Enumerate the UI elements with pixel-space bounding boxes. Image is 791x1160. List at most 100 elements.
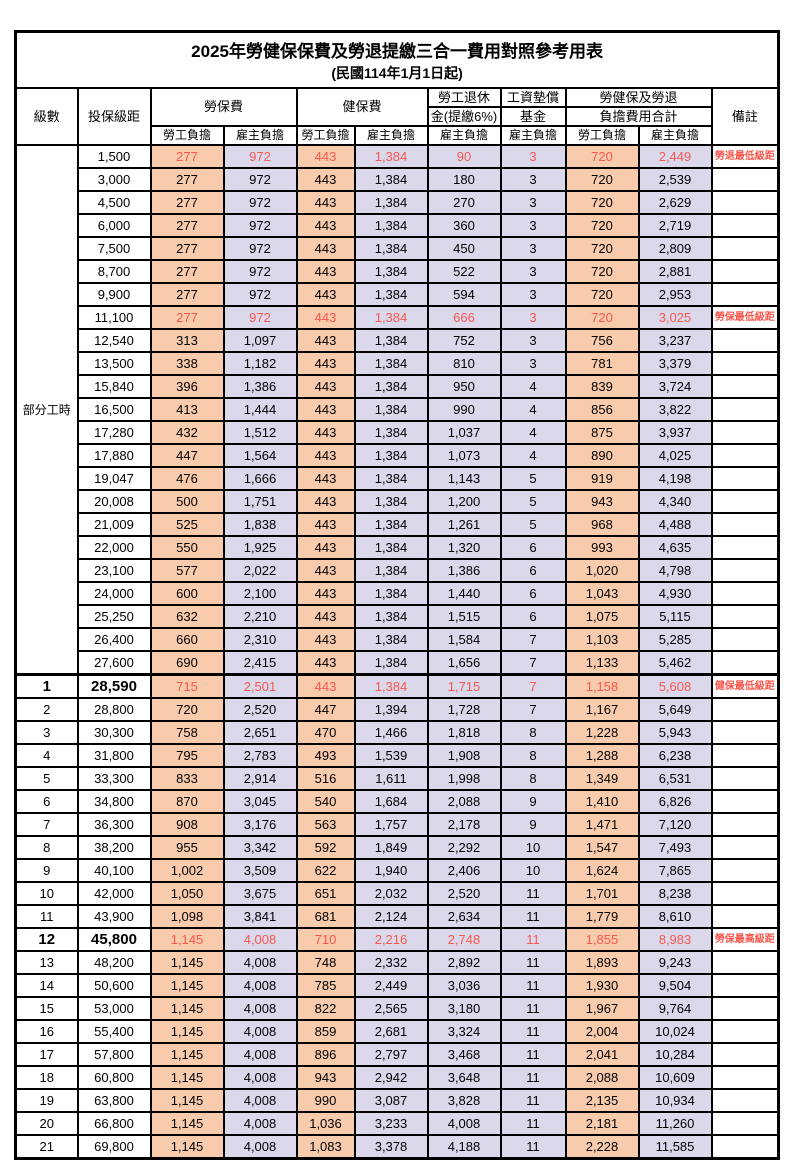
cell-level: 3 <box>14 720 79 745</box>
cell-value: 4,008 <box>222 1088 298 1113</box>
cell-value: 748 <box>295 950 356 975</box>
cell-value: 11 <box>499 904 567 929</box>
cell-salary-bracket: 66,800 <box>76 1111 152 1136</box>
table-title: 2025年勞健保保費及勞退提繳三合一費用對照參考用表 <box>191 42 603 62</box>
cell-value: 277 <box>149 236 225 261</box>
cell-value: 3 <box>499 328 567 353</box>
table-subtitle: (民國114年1月1日起) <box>331 64 463 81</box>
cell-value: 1,384 <box>353 328 429 353</box>
cell-remark <box>710 812 780 837</box>
cell-value: 2,332 <box>353 950 429 975</box>
header-level: 級數 <box>14 87 79 146</box>
cell-value: 8,983 <box>637 927 713 952</box>
cell-value: 720 <box>564 144 640 169</box>
cell-value: 720 <box>564 305 640 330</box>
cell-value: 4,008 <box>222 1134 298 1160</box>
cell-value: 1,050 <box>149 881 225 906</box>
cell-value: 1,103 <box>564 627 640 652</box>
cell-value: 1,410 <box>564 789 640 814</box>
table-row: 10 42,000 1,050 3,675 651 2,032 2,520 11 1,701 8,… <box>14 881 780 906</box>
table-row: 13 48,200 1,145 4,008 748 2,332 2,892 11 1,893 9,… <box>14 950 780 975</box>
cell-value: 594 <box>426 282 502 307</box>
cell-value: 1,145 <box>149 973 225 998</box>
cell-value: 5,608 <box>637 673 713 699</box>
cell-salary-bracket: 36,300 <box>76 812 152 837</box>
cell-value: 1,384 <box>353 604 429 629</box>
cell-value: 1,893 <box>564 950 640 975</box>
cell-value: 11,585 <box>637 1134 713 1160</box>
cell-value: 2,292 <box>426 835 502 860</box>
cell-remark <box>710 743 780 768</box>
cell-salary-bracket: 20,008 <box>76 489 152 514</box>
cell-remark <box>710 627 780 652</box>
cell-remark <box>710 1065 780 1090</box>
cell-value: 8,238 <box>637 881 713 906</box>
cell-value: 919 <box>564 466 640 491</box>
cell-value: 1,967 <box>564 996 640 1021</box>
cell-value: 1,145 <box>149 950 225 975</box>
subheader-employee-labor: 勞工負擔 <box>149 125 225 146</box>
cell-value: 720 <box>564 259 640 284</box>
cell-value: 1,715 <box>426 673 502 699</box>
cell-value: 3 <box>499 305 567 330</box>
cell-value: 2,449 <box>353 973 429 998</box>
cell-value: 3 <box>499 144 567 169</box>
cell-value: 270 <box>426 190 502 215</box>
table-row: 15,840 396 1,386 443 1,384 950 4 839 3,724 <box>16 374 780 399</box>
cell-remark <box>710 512 780 537</box>
cell-value: 3,648 <box>426 1065 502 1090</box>
cell-value: 180 <box>426 167 502 192</box>
cell-level: 6 <box>14 789 79 814</box>
cell-value: 4,635 <box>637 535 713 560</box>
cell-value: 10,609 <box>637 1065 713 1090</box>
subheader-employer-health: 雇主負擔 <box>353 125 429 146</box>
cell-remark <box>710 881 780 906</box>
cell-value: 4,008 <box>222 1065 298 1090</box>
table-row: 24,000 600 2,100 443 1,384 1,440 6 1,043 4,930 <box>16 581 780 606</box>
cell-value: 1,384 <box>353 374 429 399</box>
cell-value: 1,384 <box>353 650 429 676</box>
cell-value: 1,145 <box>149 927 225 952</box>
cell-value: 1,145 <box>149 1134 225 1160</box>
cell-value: 443 <box>295 558 356 583</box>
cell-value: 681 <box>295 904 356 929</box>
cell-value: 3 <box>499 167 567 192</box>
cell-value: 1,515 <box>426 604 502 629</box>
cell-value: 1,384 <box>353 466 429 491</box>
cell-value: 10 <box>499 858 567 883</box>
cell-value: 908 <box>149 812 225 837</box>
cell-value: 1,143 <box>426 466 502 491</box>
table-row: 4 31,800 795 2,783 493 1,539 1,908 8 1,288 6,238 <box>14 743 780 768</box>
cell-value: 8 <box>499 720 567 745</box>
table-row: 7,500 277 972 443 1,384 450 3 720 2,809 <box>16 236 780 261</box>
cell-remark <box>710 374 780 399</box>
header-remark: 備註 <box>710 87 780 146</box>
cell-value: 7 <box>499 650 567 676</box>
cell-value: 443 <box>295 512 356 537</box>
header-pension-line1: 勞工退休 <box>426 87 502 108</box>
cell-value: 6 <box>499 604 567 629</box>
cell-salary-bracket: 69,800 <box>76 1134 152 1160</box>
cell-value: 11 <box>499 1065 567 1090</box>
cell-remark <box>710 213 780 238</box>
cell-value: 5,462 <box>637 650 713 676</box>
cell-value: 1,386 <box>426 558 502 583</box>
cell-value: 972 <box>222 213 298 238</box>
cell-value: 972 <box>222 282 298 307</box>
cell-value: 4,008 <box>222 950 298 975</box>
cell-level: 17 <box>14 1042 79 1067</box>
cell-value: 443 <box>295 374 356 399</box>
cell-value: 632 <box>149 604 225 629</box>
cell-salary-bracket: 12,540 <box>76 328 152 353</box>
cell-value: 1,757 <box>353 812 429 837</box>
cell-remark <box>710 282 780 307</box>
cell-value: 651 <box>295 881 356 906</box>
cell-value: 1,779 <box>564 904 640 929</box>
cell-value: 2,022 <box>222 558 298 583</box>
cell-value: 7 <box>499 697 567 722</box>
cell-value: 1,751 <box>222 489 298 514</box>
cell-value: 870 <box>149 789 225 814</box>
cell-level: 9 <box>14 858 79 883</box>
cell-value: 1,145 <box>149 1019 225 1044</box>
cell-value: 443 <box>295 627 356 652</box>
